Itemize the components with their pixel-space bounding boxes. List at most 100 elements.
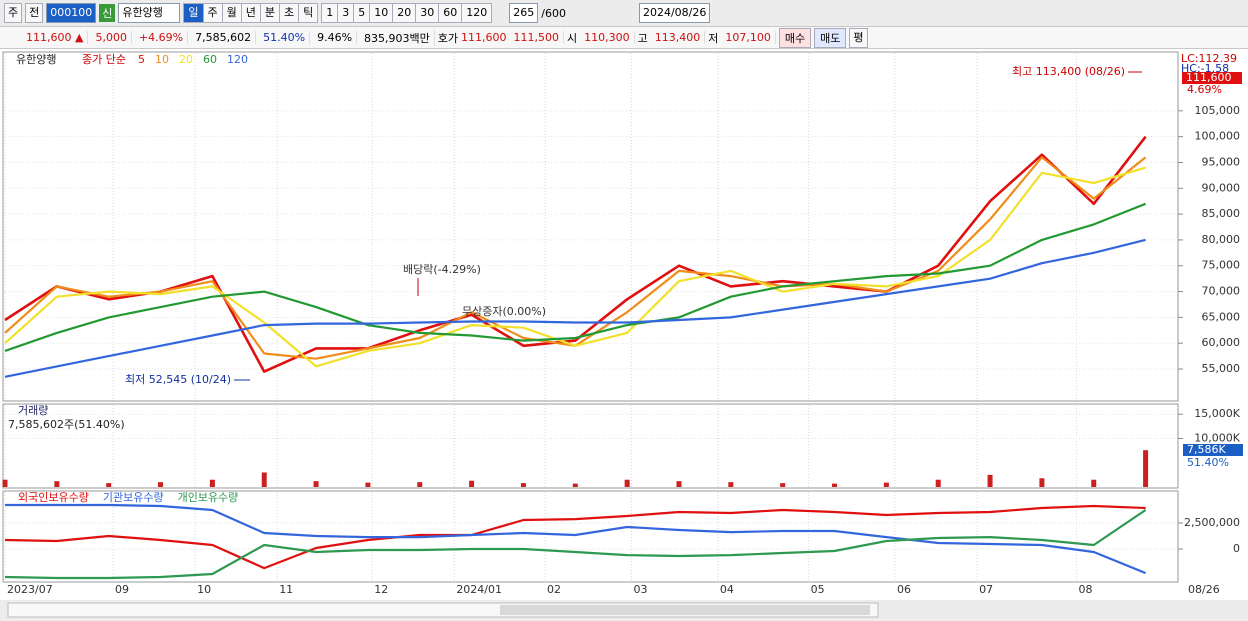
turnover: 9.46% (313, 31, 358, 44)
period-button[interactable]: 틱 (299, 3, 319, 23)
period-button[interactable]: 주 (203, 3, 223, 23)
period-button[interactable]: 3 (338, 3, 355, 23)
bid: 111,500 (510, 31, 565, 44)
volume-bar (417, 482, 423, 487)
prev-button[interactable]: 전 (25, 3, 44, 23)
new-badge: 신 (99, 4, 116, 22)
series-line (4, 504, 1146, 570)
low: 107,100 (721, 31, 776, 44)
y-tick-label: 15,000K (1194, 407, 1240, 420)
lc-label: LC:112.39 (1181, 52, 1237, 65)
period-button[interactable]: 60 (439, 3, 463, 23)
last-price-label: 111,600 (1186, 71, 1232, 84)
period-button[interactable]: 일 (183, 3, 204, 23)
volume-bar (1039, 478, 1045, 487)
annotation: 최고 113,400 (08/26) (1012, 65, 1125, 78)
series-line (4, 509, 1147, 580)
sell-button[interactable]: 매도 (814, 27, 847, 48)
period-button[interactable]: 120 (462, 3, 493, 23)
type-select[interactable]: 주 (4, 3, 23, 23)
x-tick-label: 11 (279, 583, 293, 596)
volume-bar (106, 483, 112, 487)
x-tick-label: 07 (979, 583, 993, 596)
arrow: ▲ (75, 31, 84, 44)
ask: 111,600 (461, 31, 507, 44)
volume-ratio: 51.40% (259, 31, 311, 44)
series-line (4, 238, 1146, 378)
volume-bar (2, 479, 8, 487)
y-tick-label: 10,000K (1194, 431, 1240, 444)
stock-name[interactable]: 유한양행 (118, 3, 181, 23)
last-ratio-label: 51.40% (1187, 456, 1229, 469)
legend-item: 60 (203, 53, 217, 66)
code-input[interactable]: 000100 (46, 3, 97, 23)
volume-bar (624, 479, 630, 487)
price-tag (1182, 72, 1242, 84)
max-count: /600 (541, 6, 566, 20)
volume-bar (676, 481, 682, 487)
period-button[interactable]: 5 (354, 3, 371, 23)
chart: 2023/07 09 10 11 12 2024/01 02 03 04 05 06 07 08 08/2… (0, 50, 1248, 621)
legend-indicator: 종가 단순 (82, 53, 126, 66)
date-input[interactable]: 2024/08/26 (638, 3, 711, 23)
volume-panel (2, 403, 1179, 489)
price-panel (2, 51, 1179, 402)
y-tick-label: 80,000 (1202, 233, 1241, 246)
x-tick-label: 09 (115, 583, 129, 596)
x-tick-label: 12 (374, 583, 388, 596)
holdings-panel (2, 490, 1179, 583)
x-tick-label: 04 (720, 583, 734, 596)
volume-bar (365, 482, 371, 487)
volume-bar (832, 483, 838, 487)
period-button[interactable]: 분 (260, 3, 280, 23)
change: 5,000 (91, 31, 132, 44)
period-button[interactable]: 30 (416, 3, 440, 23)
cursor-label: 08/26 (1188, 583, 1220, 596)
volume-bar (520, 483, 526, 487)
period-button[interactable]: 1 (321, 3, 339, 23)
period-button[interactable]: 10 (370, 3, 394, 23)
volume-bar (54, 481, 60, 487)
legend-item: 5 (138, 53, 145, 66)
series-line (5, 503, 1147, 575)
buy-button[interactable]: 매수 (778, 27, 812, 48)
y-tick-label: 0 (1233, 542, 1240, 555)
volume-bar (1091, 479, 1097, 487)
volume-bar (780, 483, 786, 487)
volume-tag (1183, 444, 1243, 456)
x-tick-label: 03 (633, 583, 647, 596)
y-tick-label: 85,000 (1202, 207, 1241, 220)
period-button[interactable]: 년 (241, 3, 261, 23)
quote-label: 호가 (437, 31, 459, 45)
volume-bar (572, 483, 578, 487)
period-button[interactable]: 초 (280, 3, 300, 23)
period-button[interactable]: 20 (393, 3, 417, 23)
y-tick-label: 100,000 (1195, 130, 1241, 143)
volume-bar (469, 480, 475, 487)
avg-button[interactable]: 평 (849, 27, 868, 48)
x-tick-label: 05 (811, 583, 825, 596)
scrollbar-thumb[interactable] (500, 605, 870, 615)
last-volume-label: 7,586K (1187, 443, 1226, 456)
hc-label: HC:-1.58 (1181, 62, 1229, 75)
high-label: 고 (637, 31, 648, 45)
volume-bar (883, 482, 889, 487)
legend-item: 개인보유수량 (178, 491, 239, 504)
minute-group: 1 3 5 10 20 30 60 120 (321, 3, 493, 23)
y-tick-label: 90,000 (1202, 181, 1241, 194)
y-tick-label: 2,500,000 (1184, 516, 1240, 529)
legend-item: 120 (227, 53, 248, 66)
legend-item: 10 (155, 53, 169, 66)
volume-bar (261, 472, 267, 487)
y-tick-label: 60,000 (1202, 336, 1241, 349)
x-tick-label: 10 (197, 583, 211, 596)
x-tick-label: 2024/01 (456, 583, 502, 596)
last-change-label: 4.69% (1187, 83, 1222, 96)
period-button[interactable]: 월 (222, 3, 242, 23)
open-label: 시 (567, 31, 578, 45)
count-input[interactable]: 265 (509, 3, 539, 23)
chart-layer: 2023/07 09 10 11 12 2024/01 02 03 04 05 06 07 08 08/2… (2, 52, 1243, 596)
volume-bar (987, 474, 993, 487)
y-tick-label: 55,000 (1202, 362, 1241, 375)
